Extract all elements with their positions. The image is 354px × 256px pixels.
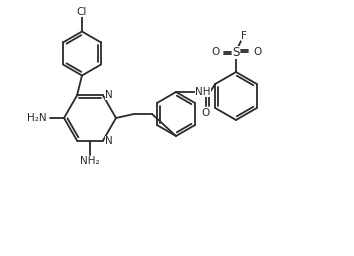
Text: N: N <box>105 90 113 101</box>
Text: O: O <box>253 47 261 57</box>
Text: Cl: Cl <box>77 7 87 17</box>
Text: H₂N: H₂N <box>27 113 47 123</box>
Text: O: O <box>202 108 210 118</box>
Text: NH₂: NH₂ <box>80 155 100 166</box>
Text: NH: NH <box>195 87 211 97</box>
Text: N: N <box>105 135 113 145</box>
Text: F: F <box>241 31 247 41</box>
Text: S: S <box>232 46 240 59</box>
Text: O: O <box>211 47 219 57</box>
